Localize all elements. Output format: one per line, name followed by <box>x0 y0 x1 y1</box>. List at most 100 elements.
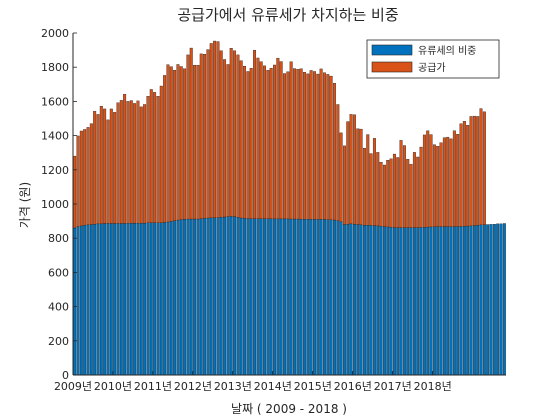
bar-segment-tax <box>96 223 100 376</box>
bar-segment-tax <box>186 218 190 376</box>
bar-segment-tax <box>283 218 286 376</box>
bar-segment-tax <box>183 219 187 376</box>
bar-segment-tax <box>456 226 460 376</box>
bar-segment-tax <box>336 220 340 376</box>
x-tick-label: 2016년 <box>334 380 372 393</box>
bar-segment-supply <box>209 43 213 219</box>
bar-segment-supply <box>126 101 130 224</box>
y-tick-label: 1400 <box>41 130 69 143</box>
bar-segment-supply <box>482 111 486 225</box>
bar-segment-supply <box>99 106 103 225</box>
bar-segment-tax <box>136 222 140 376</box>
bar-segment-tax <box>189 218 193 376</box>
bar-segment-tax <box>73 227 77 376</box>
bar-segment-supply <box>382 164 386 227</box>
bar-segment-tax <box>226 216 230 376</box>
bar-segment-supply <box>173 70 177 221</box>
bar-segment-tax <box>273 218 276 376</box>
bar-segment-tax <box>93 224 97 376</box>
bar-segment-supply <box>369 153 373 226</box>
bar-segment-tax <box>332 219 336 376</box>
bar-segment-tax <box>266 218 270 376</box>
bar-segment-tax <box>469 225 473 376</box>
bar-segment-tax <box>239 217 243 376</box>
bar-segment-supply <box>409 164 413 228</box>
bar-segment-supply <box>412 152 416 228</box>
bar-segment-tax <box>492 224 496 376</box>
bar-segment-supply <box>249 68 253 219</box>
bar-segment-supply <box>253 50 257 219</box>
bar-segment-supply <box>116 102 120 224</box>
bar-segment-supply <box>73 155 77 229</box>
bar-segment-supply <box>422 134 426 228</box>
bar-segment-supply <box>372 138 376 226</box>
bar-segment-tax <box>196 218 200 376</box>
bar-segment-supply <box>303 71 306 220</box>
bar-segment-tax <box>246 218 250 376</box>
bar-segment-supply <box>166 64 170 223</box>
chart-title: 공급가에서 유류세가 차지하는 비중 <box>177 6 398 24</box>
y-tick-label: 1200 <box>41 164 69 177</box>
bar-segment-supply <box>283 73 286 220</box>
bar-segment-supply <box>113 112 117 224</box>
bar-segment-supply <box>203 54 207 219</box>
bar-segment-supply <box>452 130 456 227</box>
legend-swatch-0 <box>371 44 413 56</box>
bar-segment-tax <box>209 217 213 376</box>
bar-segment-supply <box>123 94 127 224</box>
bar-segment-tax <box>229 216 233 376</box>
y-tick-label: 0 <box>62 369 69 382</box>
bar-segment-tax <box>153 222 157 376</box>
bar-segment-tax <box>356 224 360 376</box>
bar-segment-supply <box>216 41 220 218</box>
bar-segment-tax <box>116 223 120 376</box>
bar-segment-tax <box>482 224 486 376</box>
legend-swatch-1 <box>371 61 413 73</box>
bar-segment-tax <box>253 218 257 376</box>
bar-segment-supply <box>219 50 223 218</box>
bar-segment-tax <box>422 227 426 376</box>
bar-segment-tax <box>289 218 293 376</box>
bar-segment-tax <box>83 225 87 376</box>
bar-segment-tax <box>169 221 173 376</box>
bar-segment-supply <box>96 114 100 225</box>
bar-segment-tax <box>329 219 333 376</box>
x-tick-label: 2017년 <box>374 380 412 393</box>
bar-segment-supply <box>396 157 400 228</box>
bar-segment-supply <box>119 100 123 224</box>
bar-segment-supply <box>376 152 380 227</box>
bar-segment-supply <box>449 138 453 227</box>
legend: 유류세의 비중 공급가 <box>366 39 500 79</box>
x-tick-label: 2015년 <box>294 380 332 393</box>
bar-segment-tax <box>156 222 160 376</box>
bar-segment-supply <box>206 49 210 219</box>
bar-segment-supply <box>183 68 187 220</box>
bar-segment-tax <box>109 223 113 376</box>
bar-segment-tax <box>346 224 350 376</box>
bar-segment-tax <box>79 225 83 376</box>
bar-segment-tax <box>436 226 440 376</box>
x-axis: 2009년 2010년 2011년 2012년 2013년 2014년 2015년 2016년… <box>54 371 452 393</box>
bar-segment-supply <box>352 114 356 225</box>
y-tick-label: 200 <box>48 335 69 348</box>
bar-segment-tax <box>496 223 500 376</box>
x-tick-label: 2018년 <box>414 380 452 393</box>
y-tick-label: 1600 <box>41 95 69 108</box>
bar-segment-supply <box>319 68 323 220</box>
bar-segment-tax <box>479 224 483 376</box>
bar-segment-supply <box>176 64 180 221</box>
bar-segment-tax <box>419 227 423 376</box>
bar-segment-tax <box>342 224 346 376</box>
bar-segment-tax <box>139 222 143 376</box>
bar-segment-supply <box>356 128 360 225</box>
bar-segment-tax <box>199 218 203 376</box>
bar-segment-supply <box>133 103 137 224</box>
bar-segment-supply <box>329 75 333 220</box>
bar-segment-supply <box>419 146 423 228</box>
bar-segment-supply <box>436 146 440 227</box>
bar-segment-tax <box>89 224 93 376</box>
bar-segment-tax <box>406 227 410 376</box>
bar-segment-tax <box>216 217 220 376</box>
bar-segment-supply <box>432 144 436 227</box>
bar-segment-tax <box>306 219 310 376</box>
